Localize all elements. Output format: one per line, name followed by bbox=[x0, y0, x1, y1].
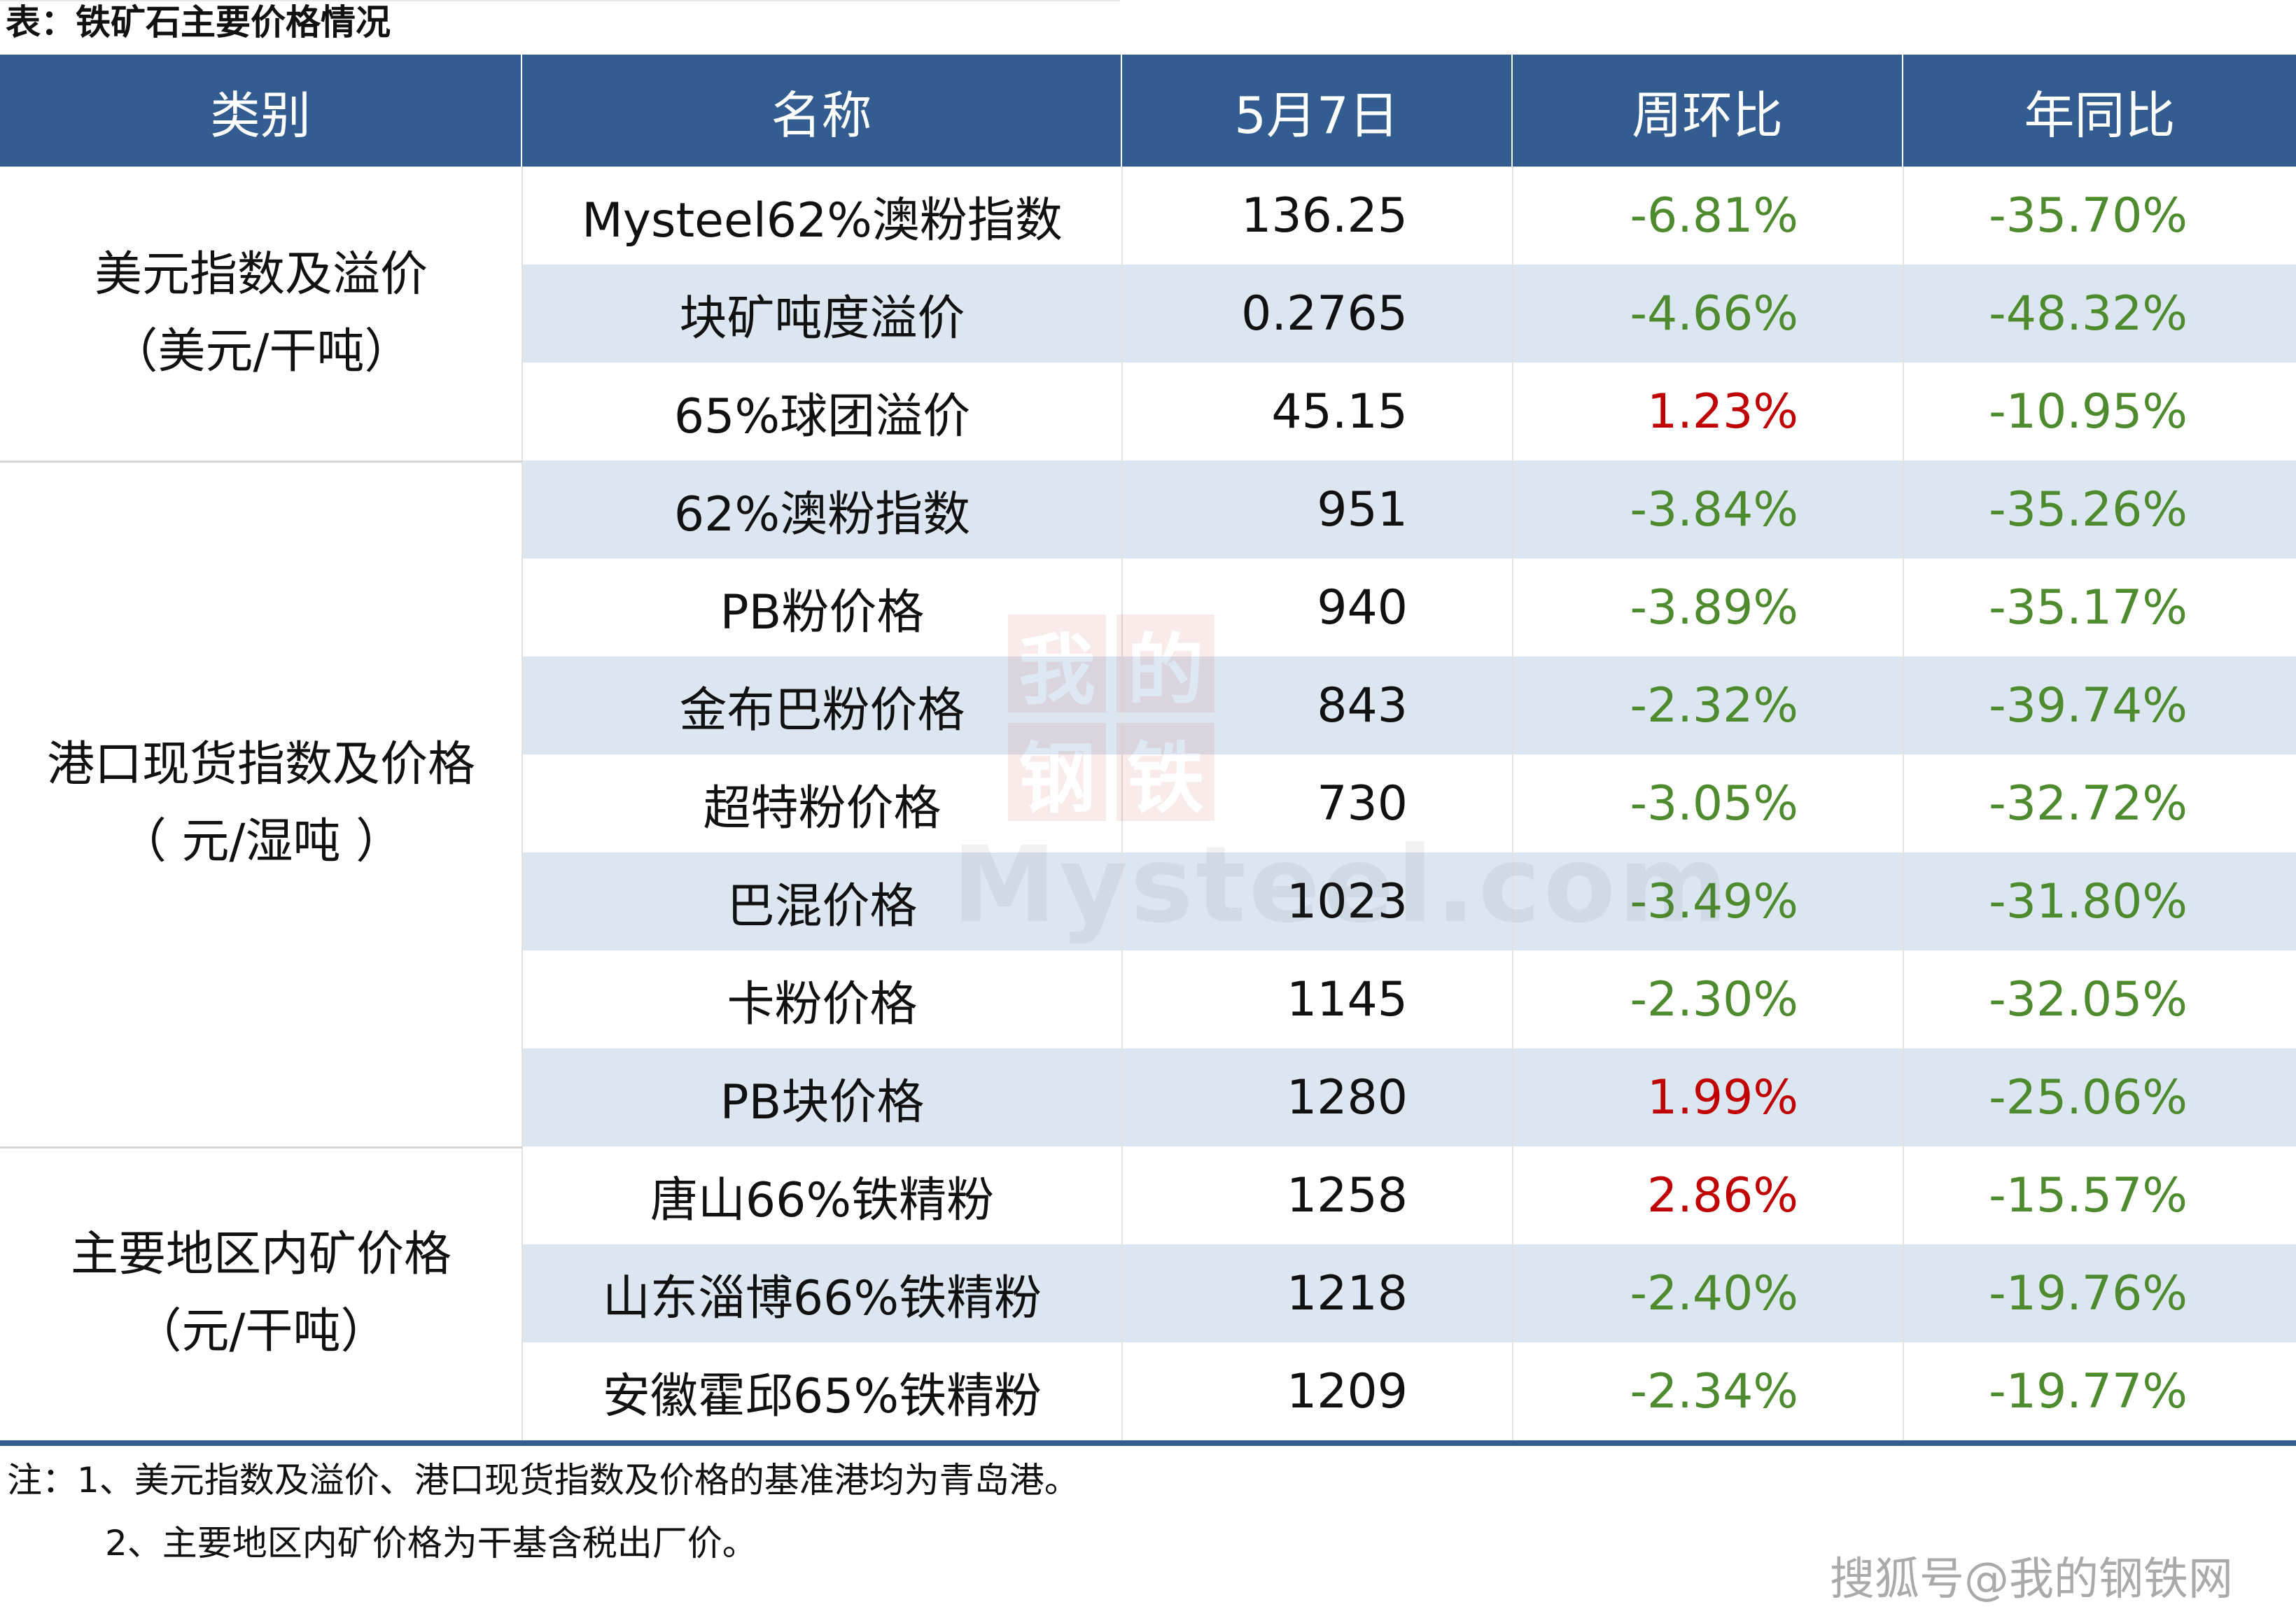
item-wow-change: -3.84% bbox=[1630, 482, 1798, 538]
item-yoy-change: -31.80% bbox=[1989, 873, 2188, 929]
table-row: 安徽霍邱65%铁精粉 1209 -2.34% -19.77% bbox=[522, 1342, 2296, 1440]
table-caption: 表：铁矿石主要价格情况 bbox=[6, 2, 391, 43]
item-name: 块矿吨度溢价 bbox=[679, 290, 965, 346]
table-row: PB粉价格 940 -3.89% -35.17% bbox=[522, 558, 2296, 656]
item-price: 1218 bbox=[1286, 1265, 1408, 1321]
table-row: PB块价格 1280 1.99% -25.06% bbox=[522, 1048, 2296, 1146]
table-bottom-rule bbox=[0, 1440, 2296, 1446]
table-row: 卡粉价格 1145 -2.30% -32.05% bbox=[522, 950, 2296, 1048]
category-usd-index: 美元指数及溢价 （美元/干吨） bbox=[0, 167, 522, 461]
item-yoy-change: -48.32% bbox=[1989, 286, 2188, 342]
header-yoy: 年同比 bbox=[2024, 85, 2176, 145]
grid-line bbox=[1903, 167, 1904, 1440]
category-unit: （ 元/湿吨 ） bbox=[118, 814, 404, 869]
item-name: 山东淄博66%铁精粉 bbox=[602, 1270, 1042, 1326]
item-wow-change: -2.34% bbox=[1630, 1363, 1798, 1419]
item-yoy-change: -10.95% bbox=[1989, 384, 2188, 440]
item-name: 超特粉价格 bbox=[703, 780, 941, 836]
caption-rule bbox=[0, 0, 1120, 1]
table-row: 唐山66%铁精粉 1258 2.86% -15.57% bbox=[522, 1146, 2296, 1244]
mysteel-watermark: 我 的 钢 铁 Mysteel.com bbox=[952, 614, 1728, 946]
table-row: 山东淄博66%铁精粉 1218 -2.40% -19.76% bbox=[522, 1244, 2296, 1342]
item-name: 唐山66%铁精粉 bbox=[650, 1172, 995, 1228]
item-price: 1145 bbox=[1286, 971, 1408, 1027]
header-name: 名称 bbox=[522, 55, 1122, 167]
item-name: PB粉价格 bbox=[720, 584, 925, 640]
item-wow-change: -3.89% bbox=[1630, 579, 1798, 635]
grid-line bbox=[1512, 167, 1513, 1440]
category-port-spot: 港口现货指数及价格 （ 元/湿吨 ） bbox=[0, 461, 522, 1146]
item-wow-change: 2.86% bbox=[1646, 1167, 1798, 1223]
item-price: 136.25 bbox=[1241, 188, 1408, 244]
category-divider bbox=[0, 1146, 522, 1148]
item-wow-change: 1.23% bbox=[1646, 384, 1798, 440]
item-name: 安徽霍邱65%铁精粉 bbox=[602, 1368, 1042, 1424]
item-yoy-change: -19.77% bbox=[1989, 1363, 2188, 1419]
item-price: 0.2765 bbox=[1241, 286, 1408, 342]
item-price: 1280 bbox=[1286, 1069, 1408, 1125]
item-wow-change: -2.30% bbox=[1630, 971, 1798, 1027]
footnote-2: 2、主要地区内矿价格为干基含税出厂价。 bbox=[105, 1523, 757, 1564]
table-header: 类别 名称 5月7日 周环比 年同比 bbox=[0, 55, 2296, 167]
price-table: 类别 名称 5月7日 周环比 年同比 Mysteel62%澳粉指数 136.25 -… bbox=[0, 55, 2296, 1446]
item-name: 金布巴粉价格 bbox=[679, 682, 965, 738]
table-row: 块矿吨度溢价 0.2765 -4.66% -48.32% bbox=[522, 265, 2296, 363]
item-yoy-change: -35.17% bbox=[1989, 579, 2188, 635]
header-wow: 周环比 bbox=[1513, 55, 1903, 167]
table-row: Mysteel62%澳粉指数 136.25 -6.81% -35.70% bbox=[522, 167, 2296, 265]
item-price: 45.15 bbox=[1271, 384, 1408, 440]
item-yoy-change: -19.76% bbox=[1989, 1265, 2188, 1321]
item-yoy-change: -35.70% bbox=[1989, 188, 2188, 244]
table-row: 62%澳粉指数 951 -3.84% -35.26% bbox=[522, 461, 2296, 558]
grid-line bbox=[522, 167, 523, 1440]
item-price: 951 bbox=[1317, 482, 1408, 538]
item-price: 1258 bbox=[1286, 1167, 1408, 1223]
item-name: 巴混价格 bbox=[727, 878, 918, 934]
item-name: 卡粉价格 bbox=[727, 976, 918, 1032]
item-yoy-change: -39.74% bbox=[1989, 677, 2188, 733]
category-unit: （元/干吨） bbox=[134, 1304, 388, 1359]
table-row: 超特粉价格 730 -3.05% -32.72% bbox=[522, 754, 2296, 852]
table-row: 巴混价格 1023 -3.49% -31.80% bbox=[522, 852, 2296, 950]
item-price: 940 bbox=[1317, 579, 1408, 635]
item-wow-change: -2.32% bbox=[1630, 677, 1798, 733]
item-wow-change: -3.05% bbox=[1630, 775, 1798, 831]
watermark-text: Mysteel.com bbox=[952, 824, 1731, 946]
item-name: 65%球团溢价 bbox=[673, 388, 971, 444]
item-wow-change: 1.99% bbox=[1646, 1069, 1798, 1125]
table-row: 金布巴粉价格 843 -2.32% -39.74% bbox=[522, 656, 2296, 754]
header-category: 类别 bbox=[0, 55, 522, 167]
item-yoy-change: -32.05% bbox=[1989, 971, 2188, 1027]
category-title: 港口现货指数及价格 bbox=[46, 737, 475, 792]
category-domestic-ore: 主要地区内矿价格 （元/干吨） bbox=[0, 1146, 522, 1440]
item-price: 1023 bbox=[1286, 873, 1408, 929]
item-yoy-change: -35.26% bbox=[1989, 482, 2188, 538]
category-unit: （美元/干吨） bbox=[110, 324, 412, 379]
item-yoy-change: -32.72% bbox=[1989, 775, 2188, 831]
item-name: Mysteel62%澳粉指数 bbox=[582, 192, 1063, 248]
item-price: 843 bbox=[1317, 677, 1408, 733]
header-date: 5月7日 bbox=[1122, 55, 1513, 167]
category-title: 美元指数及溢价 bbox=[94, 247, 428, 302]
item-price: 730 bbox=[1317, 775, 1408, 831]
item-wow-change: -4.66% bbox=[1630, 286, 1798, 342]
item-wow-change: -6.81% bbox=[1630, 188, 1798, 244]
item-price: 1209 bbox=[1286, 1363, 1408, 1419]
category-divider bbox=[0, 461, 522, 463]
category-title: 主要地区内矿价格 bbox=[70, 1227, 451, 1282]
grid-line bbox=[1121, 167, 1123, 1440]
item-wow-change: -3.49% bbox=[1630, 873, 1798, 929]
item-name: 62%澳粉指数 bbox=[673, 486, 971, 542]
table-row: 65%球团溢价 45.15 1.23% -10.95% bbox=[522, 363, 2296, 461]
item-name: PB块价格 bbox=[720, 1074, 925, 1130]
item-yoy-change: -25.06% bbox=[1989, 1069, 2188, 1125]
item-yoy-change: -15.57% bbox=[1989, 1167, 2188, 1223]
item-wow-change: -2.40% bbox=[1630, 1265, 1798, 1321]
source-watermark: 搜狐号@我的钢铁网 bbox=[1830, 1554, 2233, 1606]
footnote-1: 注：1、美元指数及溢价、港口现货指数及价格的基准港均为青岛港。 bbox=[7, 1460, 1079, 1501]
